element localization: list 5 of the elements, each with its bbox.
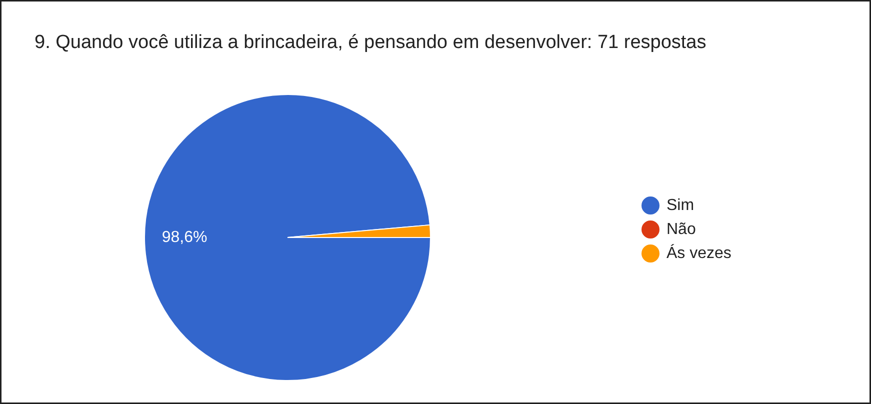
legend-label: Ás vezes bbox=[666, 244, 732, 262]
legend-label: Sim bbox=[666, 197, 694, 214]
data-label: 98,6% bbox=[162, 229, 208, 246]
chart-title: 9. Quando você utiliza a brincadeira, é pensando em desenvolver: 71 respostas bbox=[34, 32, 706, 53]
legend-label: Não bbox=[666, 221, 696, 238]
